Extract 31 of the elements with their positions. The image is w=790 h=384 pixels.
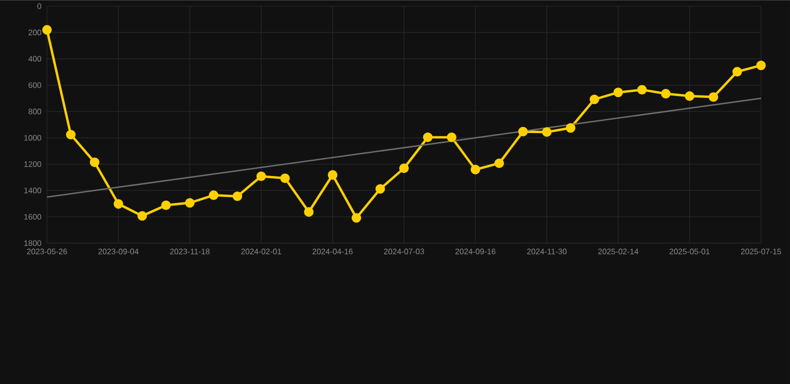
point [375,184,385,194]
point [304,207,314,217]
point [90,157,100,168]
point [161,200,171,210]
point [328,170,338,180]
point [232,191,242,201]
point [42,24,52,35]
point [756,60,766,70]
point [446,132,456,142]
point [566,123,576,133]
point [590,94,600,104]
point [280,173,290,183]
point [352,213,362,223]
point [470,164,480,174]
point [137,211,147,221]
point [542,127,552,137]
point [613,88,623,98]
point [494,158,504,168]
point [185,198,195,208]
point [114,199,124,209]
point [637,84,647,94]
point [732,66,742,76]
point [208,190,218,200]
point [518,126,528,136]
point [708,92,718,102]
point [256,171,266,181]
point [423,132,433,142]
point [661,88,671,98]
point [399,163,409,173]
point [684,91,694,101]
point [66,130,76,140]
